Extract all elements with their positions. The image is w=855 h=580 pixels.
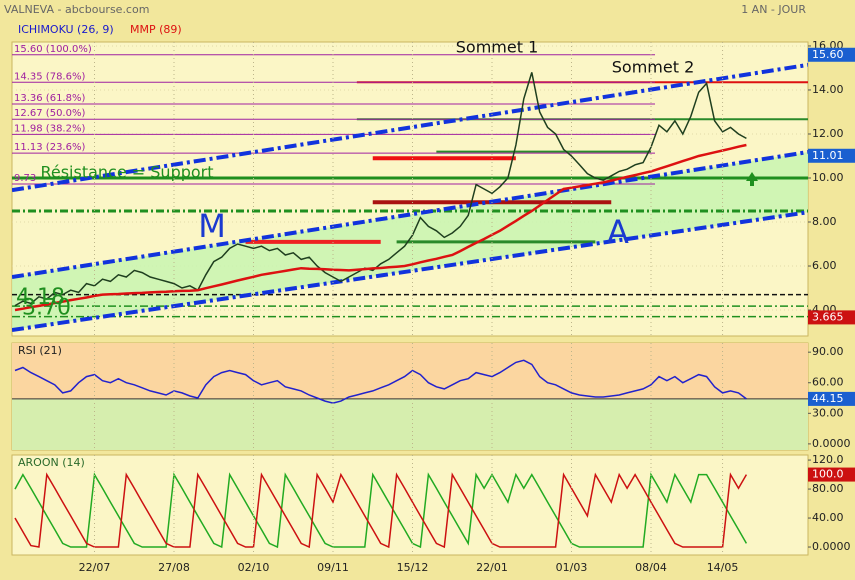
level-label: 3.70 xyxy=(22,296,71,321)
y-tick-label: 10.00 xyxy=(812,171,844,184)
value-box-label: 15.60 xyxy=(812,48,844,61)
value-box-label: 44.15 xyxy=(812,392,844,405)
annotation: Sommet 1 xyxy=(456,38,539,57)
x-tick-label: 09/11 xyxy=(317,561,349,574)
annotation: M xyxy=(198,207,226,245)
legend-entry: MMP (89) xyxy=(130,23,182,36)
y-tick-label: 6.00 xyxy=(812,259,837,272)
x-tick-label: 22/01 xyxy=(476,561,508,574)
x-tick-label: 22/07 xyxy=(79,561,111,574)
value-box-label: 3.665 xyxy=(812,310,844,323)
fib-label: 11.98 (38.2%) xyxy=(14,123,85,134)
fib-label: 9.73 xyxy=(14,173,36,184)
rsi-plot xyxy=(12,343,808,450)
y-tick-label: 80.00 xyxy=(812,482,844,495)
y-tick-label: 30.00 xyxy=(812,406,844,419)
x-tick-label: 01/03 xyxy=(556,561,588,574)
price-plot xyxy=(12,45,808,333)
level-label: 4.18 xyxy=(16,285,65,310)
channel-line xyxy=(12,62,808,193)
fib-label: 15.60 (100.0%) xyxy=(14,44,92,55)
x-tick-label: 02/10 xyxy=(238,561,270,574)
zone-upper xyxy=(12,343,808,399)
y-tick-label: 0.0000 xyxy=(812,540,851,553)
value-box-label: 11.01 xyxy=(812,149,844,162)
y-tick-label: 0.0000 xyxy=(812,437,851,450)
y-tick-label: 40.00 xyxy=(812,511,844,524)
series-line xyxy=(14,72,747,307)
series-line xyxy=(14,143,747,312)
annotation: Sommet 2 xyxy=(612,58,695,77)
series-line xyxy=(14,472,748,549)
y-tick-label: 60.00 xyxy=(812,376,844,389)
aroon-plot xyxy=(14,472,748,549)
fib-label: 11.13 (23.6%) xyxy=(14,142,85,153)
value-box xyxy=(808,47,855,62)
series-line xyxy=(14,359,747,404)
value-box xyxy=(808,391,855,406)
x-tick-label: 27/08 xyxy=(158,561,190,574)
value-box xyxy=(808,310,855,325)
legend-entry: ICHIMOKU (26, 9) xyxy=(18,23,114,36)
value-box xyxy=(808,467,855,482)
value-box-label: 100.0 xyxy=(812,468,844,481)
y-tick-label: 90.00 xyxy=(812,345,844,358)
panel-title: AROON (14) xyxy=(18,456,85,469)
x-tick-label: 15/12 xyxy=(397,561,429,574)
x-tick-label: 14/05 xyxy=(707,561,739,574)
y-tick-label: 120.0 xyxy=(812,453,844,466)
up-arrow xyxy=(746,172,758,186)
y-tick-label: 12.00 xyxy=(812,127,844,140)
header-period: 1 AN - JOUR xyxy=(741,3,806,16)
fib-label: 14.35 (78.6%) xyxy=(14,71,85,82)
annotation: A xyxy=(607,213,629,251)
y-tick-label: 8.00 xyxy=(812,215,837,228)
channel-line xyxy=(12,150,808,280)
value-box xyxy=(808,148,855,163)
annotation: Résistance = Support xyxy=(40,163,213,182)
fib-label: 13.36 (61.8%) xyxy=(14,93,85,104)
series-line xyxy=(14,472,748,549)
fib-label: 12.67 (50.0%) xyxy=(14,108,85,119)
x-tick-label: 08/04 xyxy=(635,561,667,574)
labels: 22/07 27/08 02/10 09/11 15/12 22/01 01/03 08/04… xyxy=(14,23,855,574)
header-title: VALNEVA - abcbourse.com xyxy=(4,3,149,16)
y-tick-label: 14.00 xyxy=(812,83,844,96)
channel-line xyxy=(12,210,808,333)
zone-lower xyxy=(12,398,808,450)
panel-title: RSI (21) xyxy=(18,344,62,357)
